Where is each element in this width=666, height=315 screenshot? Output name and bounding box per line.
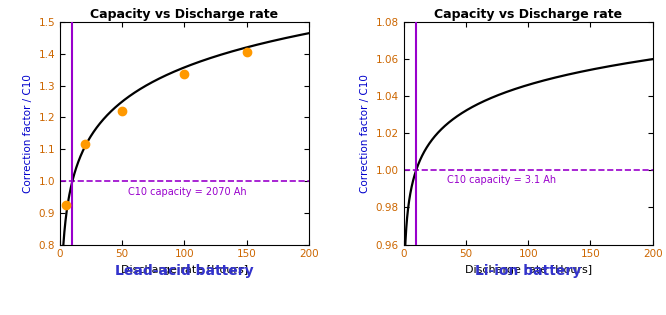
- Text: C10 capacity = 3.1 Ah: C10 capacity = 3.1 Ah: [447, 175, 556, 185]
- Title: Capacity vs Discharge rate: Capacity vs Discharge rate: [91, 8, 278, 21]
- Y-axis label: Correction factor / C10: Correction factor / C10: [23, 74, 33, 193]
- X-axis label: Discharge rate [Hours]: Discharge rate [Hours]: [121, 265, 248, 275]
- Y-axis label: Correction factor / C10: Correction factor / C10: [360, 74, 370, 193]
- Text: C10 capacity = 2070 Ah: C10 capacity = 2070 Ah: [129, 187, 247, 197]
- Title: Capacity vs Discharge rate: Capacity vs Discharge rate: [434, 8, 622, 21]
- Text: Li-ion battery: Li-ion battery: [475, 264, 581, 278]
- X-axis label: Discharge rate [Hours]: Discharge rate [Hours]: [465, 265, 591, 275]
- Text: Lead-acid battery: Lead-acid battery: [115, 264, 254, 278]
